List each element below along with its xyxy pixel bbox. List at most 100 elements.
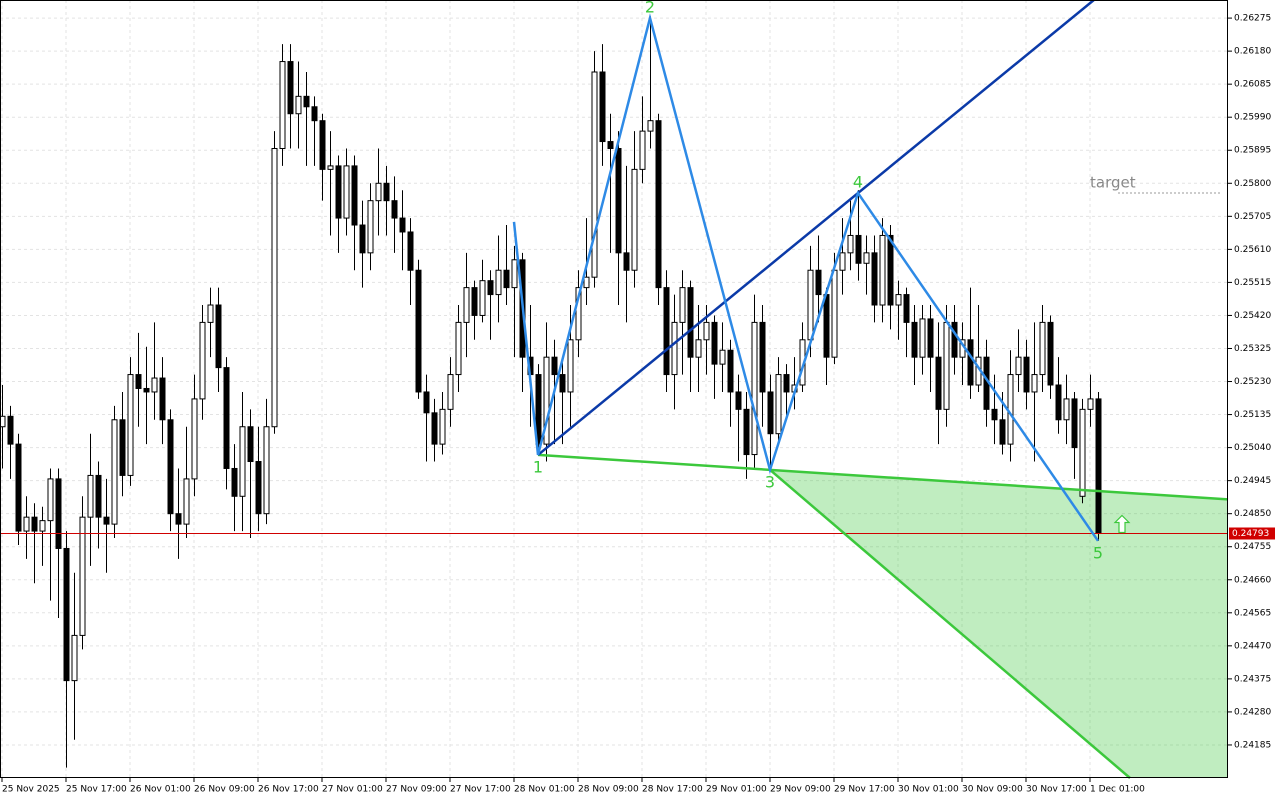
candle-body — [911, 321, 918, 358]
candle-body — [55, 478, 62, 549]
x-tick-label: 26 Nov 01:00 — [130, 785, 191, 795]
candle-body — [135, 374, 142, 389]
candle-body — [247, 426, 254, 463]
candle-body — [575, 287, 582, 341]
x-tick-label: 27 Nov 01:00 — [322, 785, 383, 795]
candle-body — [711, 321, 718, 365]
candle-body — [1087, 398, 1094, 410]
candle-body — [903, 294, 910, 323]
candle-body — [471, 287, 478, 316]
candle-body — [151, 377, 158, 393]
candle-body — [431, 412, 438, 445]
candle-body — [879, 234, 886, 306]
candle-body — [511, 259, 518, 289]
candle-body — [343, 165, 350, 219]
candle-body — [303, 95, 310, 108]
candle-body — [183, 478, 190, 525]
candle-body — [295, 95, 302, 115]
y-tick-label: 0.25325 — [1234, 344, 1271, 354]
candle-body — [647, 120, 654, 132]
wave-point-label: 1 — [533, 457, 543, 476]
y-tick-label: 0.24850 — [1234, 509, 1271, 519]
candle-body — [1047, 321, 1054, 386]
candle-body — [383, 182, 390, 202]
candle-body — [79, 516, 86, 636]
candle-body — [191, 398, 198, 480]
candle-body — [479, 280, 486, 316]
candle-body — [951, 321, 958, 358]
y-tick-label: 0.24565 — [1234, 608, 1271, 618]
candle-body — [919, 318, 926, 358]
candle-body — [175, 513, 182, 525]
candle-body — [0, 415, 6, 428]
line-1-4 — [537, 0, 1095, 456]
candle-body — [271, 148, 278, 428]
candle-body — [631, 168, 638, 271]
candle-body — [655, 120, 662, 289]
candle-body — [279, 61, 286, 150]
candle-body — [855, 234, 862, 264]
candle-body — [103, 516, 110, 525]
candle-body — [47, 478, 54, 522]
y-tick-label: 0.25800 — [1234, 179, 1271, 189]
target-label: target — [1090, 174, 1136, 192]
candle-body — [887, 234, 894, 306]
x-tick-label: 26 Nov 17:00 — [258, 785, 319, 795]
candle-body — [223, 367, 230, 469]
x-tick-label: 26 Nov 09:00 — [194, 785, 255, 795]
candle-body — [863, 252, 870, 264]
candle-body — [87, 474, 94, 518]
line-1-3 — [537, 453, 1229, 501]
candle-body — [1031, 374, 1038, 393]
candle-body — [815, 269, 822, 296]
axes: 0.26275 0.26180 0.26085 0.25990 0.25895 0.258… — [1, 14, 1275, 795]
candle-body — [695, 339, 702, 358]
candle-body — [935, 356, 942, 410]
candle-body — [1015, 356, 1022, 376]
candle-body — [895, 294, 902, 306]
y-tick-label: 0.26180 — [1234, 47, 1271, 57]
y-tick-label: 0.25990 — [1234, 113, 1271, 123]
candle-body — [847, 234, 854, 254]
candle-body — [111, 419, 118, 525]
candle-body — [1055, 384, 1062, 421]
candle-body — [591, 71, 598, 278]
y-tick-label: 0.26085 — [1234, 80, 1271, 90]
wave-point-label: 3 — [765, 472, 775, 491]
x-tick-label: 30 Nov 01:00 — [898, 785, 959, 795]
candle-body — [567, 339, 574, 393]
candle-body — [367, 200, 374, 254]
candle-body — [783, 374, 790, 393]
x-tick-label: 29 Nov 09:00 — [770, 785, 831, 795]
candle-body — [615, 148, 622, 254]
candle-body — [127, 374, 134, 476]
candle-body — [943, 321, 950, 410]
candle-body — [447, 374, 454, 410]
y-tick-label: 0.24470 — [1234, 641, 1271, 651]
buy-arrow — [1113, 514, 1131, 534]
candle-body — [543, 356, 550, 445]
candle-body — [7, 415, 14, 445]
candle-body — [159, 377, 166, 421]
candle-body — [455, 321, 462, 376]
candle-body — [1063, 398, 1070, 421]
candle-body — [807, 269, 814, 341]
x-tick-label: 28 Nov 09:00 — [578, 785, 639, 795]
candle-body — [319, 120, 326, 170]
candle-body — [535, 374, 542, 445]
candle-body — [487, 280, 494, 296]
candle-body — [559, 374, 566, 393]
y-tick-label: 0.24280 — [1234, 707, 1271, 717]
candle-body — [999, 419, 1006, 445]
candle-body — [927, 318, 934, 358]
candle-body — [95, 474, 102, 518]
candle-body — [71, 634, 78, 682]
candle-body — [823, 294, 830, 358]
candle-body — [719, 349, 726, 365]
candle-body — [671, 321, 678, 376]
candle-body — [423, 391, 430, 414]
candle-body — [31, 516, 38, 532]
wave-point-label: 4 — [853, 173, 863, 192]
x-tick-label: 1 Dec 01:00 — [1090, 785, 1145, 795]
